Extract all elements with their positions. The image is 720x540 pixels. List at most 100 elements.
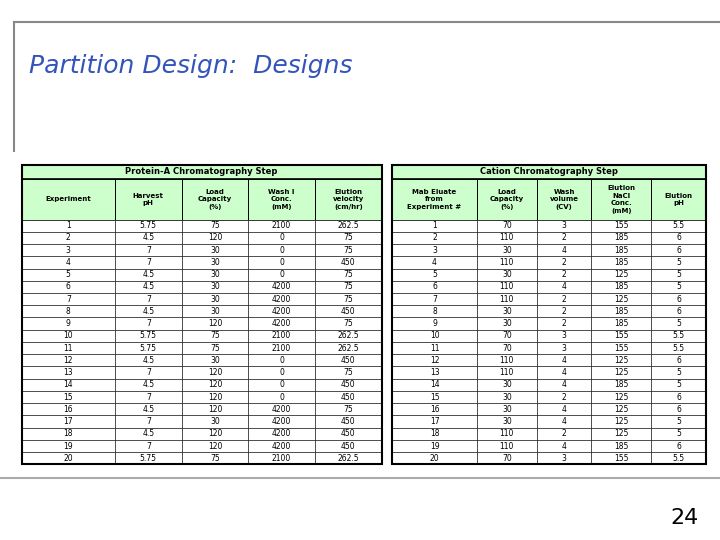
Text: 7: 7: [432, 295, 437, 303]
Text: 125: 125: [614, 295, 629, 303]
Text: 30: 30: [502, 405, 512, 414]
Bar: [115, 379, 181, 391]
Text: 185: 185: [614, 258, 629, 267]
Text: 4: 4: [432, 258, 437, 267]
Text: 75: 75: [210, 332, 220, 340]
Text: 0: 0: [279, 393, 284, 402]
Text: 9: 9: [66, 319, 71, 328]
Text: 3: 3: [562, 343, 567, 353]
Text: 70: 70: [502, 454, 512, 463]
Bar: [591, 305, 652, 318]
Text: 17: 17: [430, 417, 439, 426]
Bar: [115, 305, 181, 318]
Bar: [115, 281, 181, 293]
Text: 2: 2: [562, 393, 567, 402]
Bar: [392, 403, 477, 415]
Text: 14: 14: [63, 380, 73, 389]
Bar: [115, 391, 181, 403]
Bar: [181, 305, 248, 318]
Text: 13: 13: [63, 368, 73, 377]
Bar: [315, 415, 382, 428]
Bar: [248, 268, 315, 281]
Text: 5.75: 5.75: [140, 454, 157, 463]
Text: 185: 185: [614, 319, 629, 328]
Bar: [181, 256, 248, 268]
Bar: [22, 342, 115, 354]
Text: Elution
velocity
(cm/hr): Elution velocity (cm/hr): [333, 189, 364, 210]
Text: 120: 120: [208, 380, 222, 389]
Text: 9: 9: [432, 319, 437, 328]
Text: 75: 75: [343, 295, 353, 303]
Bar: [591, 403, 652, 415]
Text: 3: 3: [562, 221, 567, 230]
Text: 12: 12: [430, 356, 439, 365]
Bar: [22, 232, 115, 244]
Text: 5.5: 5.5: [672, 221, 685, 230]
Text: 70: 70: [502, 343, 512, 353]
Bar: [22, 428, 115, 440]
Text: 1: 1: [432, 221, 437, 230]
Bar: [652, 330, 706, 342]
Bar: [537, 256, 591, 268]
Bar: [537, 403, 591, 415]
Bar: [115, 244, 181, 256]
Text: 4.5: 4.5: [143, 307, 154, 316]
Text: 262.5: 262.5: [338, 343, 359, 353]
Text: 6: 6: [66, 282, 71, 292]
Text: Harvest
pH: Harvest pH: [132, 193, 163, 206]
Text: Protein-A Chromatography Step: Protein-A Chromatography Step: [125, 167, 278, 177]
Text: 30: 30: [210, 356, 220, 365]
Bar: [22, 220, 115, 232]
Bar: [652, 342, 706, 354]
Text: 6: 6: [676, 233, 681, 242]
Text: 110: 110: [500, 233, 514, 242]
Bar: [392, 367, 477, 379]
Bar: [537, 452, 591, 464]
Bar: [181, 452, 248, 464]
Bar: [392, 232, 477, 244]
Text: 75: 75: [343, 405, 353, 414]
Bar: [392, 244, 477, 256]
Bar: [115, 415, 181, 428]
Bar: [22, 415, 115, 428]
Bar: [181, 403, 248, 415]
Bar: [248, 452, 315, 464]
Bar: [181, 281, 248, 293]
Text: 3: 3: [562, 454, 567, 463]
Bar: [537, 354, 591, 367]
Text: 2: 2: [432, 233, 437, 242]
Text: 185: 185: [614, 442, 629, 450]
Text: 4.5: 4.5: [143, 429, 154, 438]
Bar: [315, 232, 382, 244]
Bar: [22, 452, 115, 464]
Bar: [248, 244, 315, 256]
Text: 75: 75: [343, 270, 353, 279]
Bar: [477, 415, 537, 428]
Bar: [315, 403, 382, 415]
Bar: [248, 403, 315, 415]
Bar: [22, 403, 115, 415]
Bar: [315, 293, 382, 305]
Text: 1: 1: [66, 221, 71, 230]
Bar: [537, 428, 591, 440]
Text: 5: 5: [676, 258, 681, 267]
Text: 4.5: 4.5: [143, 282, 154, 292]
Text: 7: 7: [146, 368, 150, 377]
Bar: [537, 367, 591, 379]
Bar: [392, 379, 477, 391]
Text: 125: 125: [614, 417, 629, 426]
Bar: [477, 354, 537, 367]
Bar: [248, 220, 315, 232]
Text: 75: 75: [210, 343, 220, 353]
Bar: [392, 440, 477, 452]
Bar: [652, 440, 706, 452]
Bar: [652, 220, 706, 232]
Text: 4200: 4200: [272, 307, 292, 316]
Text: 16: 16: [63, 405, 73, 414]
Text: Elution
pH: Elution pH: [665, 193, 693, 206]
Bar: [652, 305, 706, 318]
Text: 4: 4: [562, 405, 567, 414]
Text: 2100: 2100: [272, 332, 291, 340]
Text: 155: 155: [614, 221, 629, 230]
Bar: [652, 415, 706, 428]
